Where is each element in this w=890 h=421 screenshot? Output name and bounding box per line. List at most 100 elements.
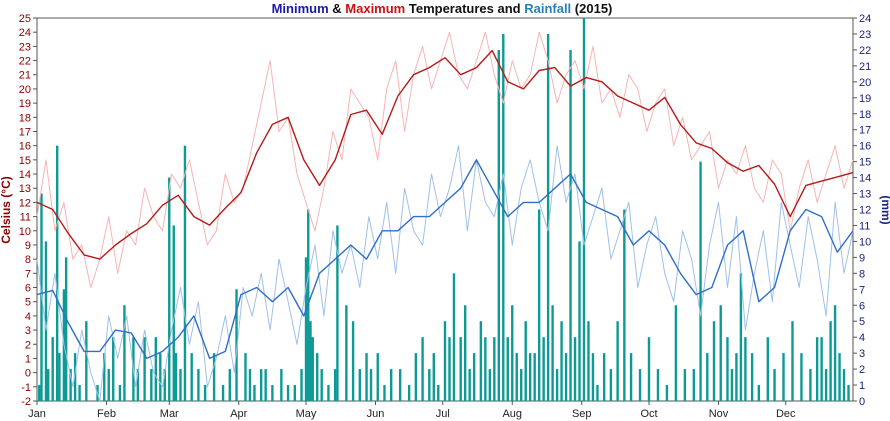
chart-axes: -2-1012345678910111213141516171819202122…: [19, 13, 872, 420]
rainfall-bar: [448, 337, 451, 401]
y-left-tick-label: 9: [25, 240, 31, 252]
y-right-tick-label: 2: [859, 364, 865, 376]
chart-title: Minimum & Maximum Temperatures and Rainf…: [272, 1, 613, 16]
rainfall-bar: [838, 353, 841, 401]
rainfall-bar: [533, 353, 536, 401]
rainfall-bar: [488, 369, 492, 401]
rainfall-bar: [44, 241, 48, 401]
rainfall-bar: [159, 353, 162, 401]
min-moving-average-line: [36, 159, 854, 360]
rainfall-bar: [699, 161, 702, 401]
rainfall-bar: [551, 305, 554, 401]
rainfall-bar: [582, 18, 586, 401]
rainfall-bar: [638, 369, 642, 401]
x-tick-label: Jun: [367, 408, 385, 420]
rainfall-bar: [493, 337, 496, 401]
rainfall-bar: [286, 385, 290, 401]
rainfall-bar: [502, 33, 505, 401]
rainfall-bar: [560, 321, 563, 401]
rainfall-bar: [154, 337, 158, 401]
rainfall-bar: [596, 385, 599, 401]
rainfall-bar: [829, 321, 832, 401]
y-left-tick-label: 6: [25, 283, 31, 295]
y-left-tick-label: 4: [25, 311, 31, 323]
rainfall-bar: [271, 385, 274, 401]
rainfall-bar: [365, 353, 368, 401]
rainfall-bar: [383, 385, 386, 401]
y-left-tick-label: 22: [19, 56, 31, 68]
y-right-tick-label: 0: [859, 396, 865, 408]
rainfall-bar: [280, 369, 283, 401]
rainfall-bar: [143, 337, 146, 401]
rainfall-bar: [253, 385, 256, 401]
y-left-tick-label: 8: [25, 254, 31, 266]
rainfall-bar: [800, 353, 803, 401]
rainfall-bar: [609, 369, 613, 401]
rainfall-bar: [136, 369, 140, 401]
rainfall-bar: [376, 353, 379, 401]
y-left-tick-label: -1: [21, 382, 31, 394]
rainfall-bar: [443, 321, 447, 401]
rainfall-bar: [78, 385, 81, 401]
rainfall-bar: [421, 337, 424, 401]
rainfall-bar: [51, 337, 54, 401]
rainfall-bar: [674, 305, 678, 401]
rainfall-bar: [515, 353, 518, 401]
rainfall-bar: [58, 353, 61, 401]
y-right-tick-label: 14: [859, 173, 871, 185]
x-tick-label: Aug: [502, 408, 522, 420]
rainfall-bar: [293, 385, 297, 401]
rainfall-bar: [351, 321, 355, 401]
y-left-tick-label: 2: [25, 339, 31, 351]
rainfall-bar: [345, 305, 348, 401]
rainfall-bar: [791, 321, 794, 401]
y-right-tick-label: 6: [859, 300, 865, 312]
rainfall-bar: [564, 353, 568, 401]
y-right-tick-label: 15: [859, 157, 871, 169]
rainfall-bar: [809, 369, 812, 401]
y-left-tick-label: 0: [25, 368, 31, 380]
y-right-tick-label: 21: [859, 61, 871, 73]
y-right-tick-label: 17: [859, 125, 871, 137]
title-part-5: (2015): [571, 1, 612, 16]
rainfall-bar: [815, 337, 819, 401]
y-left-tick-label: -2: [21, 396, 31, 408]
rainfall-bar: [85, 321, 88, 401]
rainfall-bar: [452, 273, 456, 401]
rainfall-bar: [336, 225, 339, 401]
rainfall-bar: [358, 369, 362, 401]
rainfall-bar: [647, 337, 651, 401]
rainfall-bar: [497, 49, 501, 402]
y-left-tick-label: 16: [19, 141, 31, 153]
y-right-tick-label: 24: [859, 13, 871, 25]
rainfall-bar: [179, 369, 182, 401]
rainfall-bar: [459, 337, 462, 401]
rainfall-bar: [316, 353, 319, 401]
rainfall-bar: [683, 369, 687, 401]
y-left-tick-label: 18: [19, 112, 31, 124]
rainfall-bar: [750, 353, 754, 401]
rainfall-bar: [569, 49, 572, 402]
rainfall-bar: [719, 305, 722, 401]
rainfall-bar: [782, 353, 785, 401]
rainfall-bar: [64, 257, 68, 401]
rainfall-bar: [73, 353, 77, 401]
max-temperature-line: [36, 31, 854, 288]
rainfall-bar: [506, 337, 509, 401]
y-right-tick-label: 4: [859, 332, 865, 344]
rainfall-bar: [555, 369, 559, 401]
rainfall-bar: [706, 353, 709, 401]
title-part-0: Minimum: [272, 1, 329, 16]
rainfall-bar: [712, 321, 716, 401]
rainfall-bar: [389, 369, 393, 401]
rainfall-bar: [616, 321, 619, 401]
rainfall-bar: [623, 209, 626, 401]
y-left-tick-label: 19: [19, 98, 31, 110]
y-right-tick-label: 22: [859, 45, 871, 57]
rainfall-bar: [468, 369, 471, 401]
rainfall-bar: [524, 321, 527, 401]
rainfall-bar: [118, 385, 122, 401]
y-left-tick-label: 20: [19, 84, 31, 96]
rainfall-bar: [602, 353, 606, 401]
title-part-1: &: [329, 1, 346, 16]
